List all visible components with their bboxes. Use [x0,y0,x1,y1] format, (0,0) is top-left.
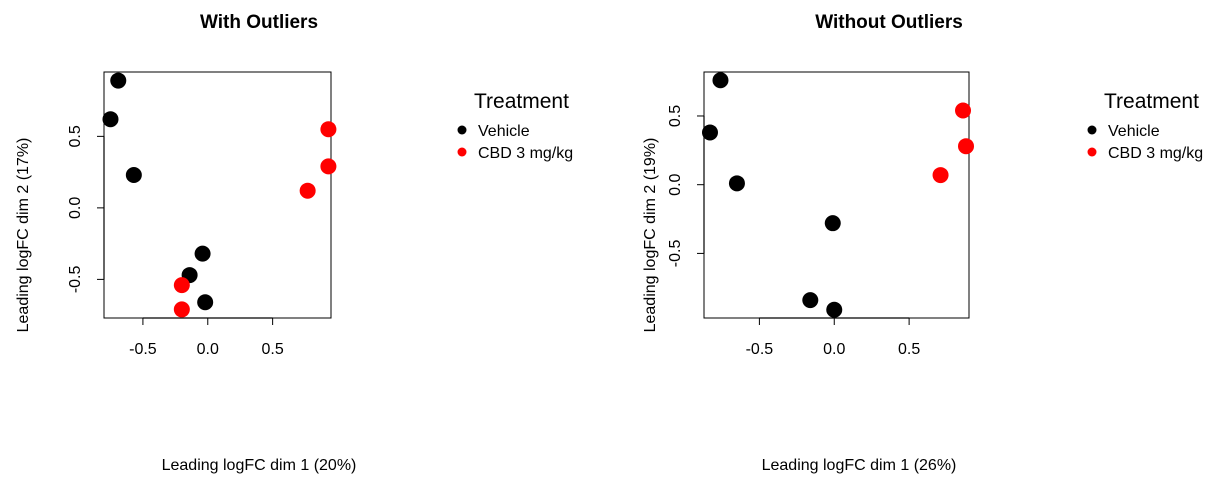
legend-entry-label: CBD 3 mg/kg [1108,145,1203,162]
data-point-vehicle-4 [194,245,211,262]
x-tick-label: 0.5 [262,341,284,358]
y-axis-label: Leading logFC dim 2 (17%) [15,138,32,333]
data-point-vehicle-6 [197,294,214,311]
data-point-vehicle-1 [102,111,119,128]
x-tick-label: 0.0 [823,341,845,358]
y-tick-label: 0.0 [667,173,684,195]
data-point-vehicle-1 [712,72,729,89]
legend-title: Treatment [1104,90,1199,113]
chart-title: Without Outliers [815,12,963,33]
data-point-cbd-3 [299,182,316,199]
data-point-cbd-1 [955,102,972,119]
legend: Treatment Vehicle CBD 3 mg/kg [457,90,573,162]
x-axis-label: Leading logFC dim 1 (26%) [762,457,957,474]
legend-marker [1087,147,1097,157]
chart-title: With Outliers [200,12,318,33]
legend: Treatment Vehicle CBD 3 mg/kg [1087,90,1203,162]
x-tick-label: -0.5 [746,341,774,358]
legend-entry-label: Vehicle [1108,123,1160,140]
data-point-vehicle-3 [125,166,142,183]
y-axis-label: Leading logFC dim 2 (19%) [642,138,659,333]
data-point-vehicle-2 [110,72,127,89]
legend-entry-label: Vehicle [478,123,530,140]
y-tick-label: -0.5 [667,240,684,268]
data-point-vehicle-3 [728,175,745,192]
x-axis-label: Leading logFC dim 1 (20%) [162,457,357,474]
data-point-cbd-2 [958,138,975,155]
plot-frame [703,71,970,319]
legend-marker [457,147,467,157]
data-point-vehicle-5 [802,292,819,309]
data-point-vehicle-2 [701,124,718,141]
plot-frame [103,71,332,319]
x-tick-label: 0.5 [898,341,920,358]
data-point-vehicle-4 [824,215,841,232]
legend-marker [457,125,467,135]
data-point-cbd-2 [320,158,337,175]
data-point-cbd-5 [173,301,190,318]
y-tick-label: 0.0 [67,197,84,219]
data-point-vehicle-6 [826,301,843,318]
scatter-panel-1: With Outliers -0.5 0.0 0.5 -0.5 0.0 0.5 Leading… [15,12,573,474]
x-tick-label: -0.5 [129,341,157,358]
scatter-panel-2: Without Outliers -0.5 0.0 0.5 -0.5 0.0 0.5 Lead… [642,12,1203,474]
data-point-cbd-1 [320,121,337,138]
y-tick-label: 0.5 [667,105,684,127]
y-tick-label: -0.5 [67,266,84,294]
data-point-cbd-4 [173,277,190,294]
legend-marker [1087,125,1097,135]
data-point-cbd-3 [932,167,949,184]
x-tick-label: 0.0 [197,341,219,358]
y-tick-label: 0.5 [67,125,84,147]
legend-entry-label: CBD 3 mg/kg [478,145,573,162]
legend-title: Treatment [474,90,569,113]
